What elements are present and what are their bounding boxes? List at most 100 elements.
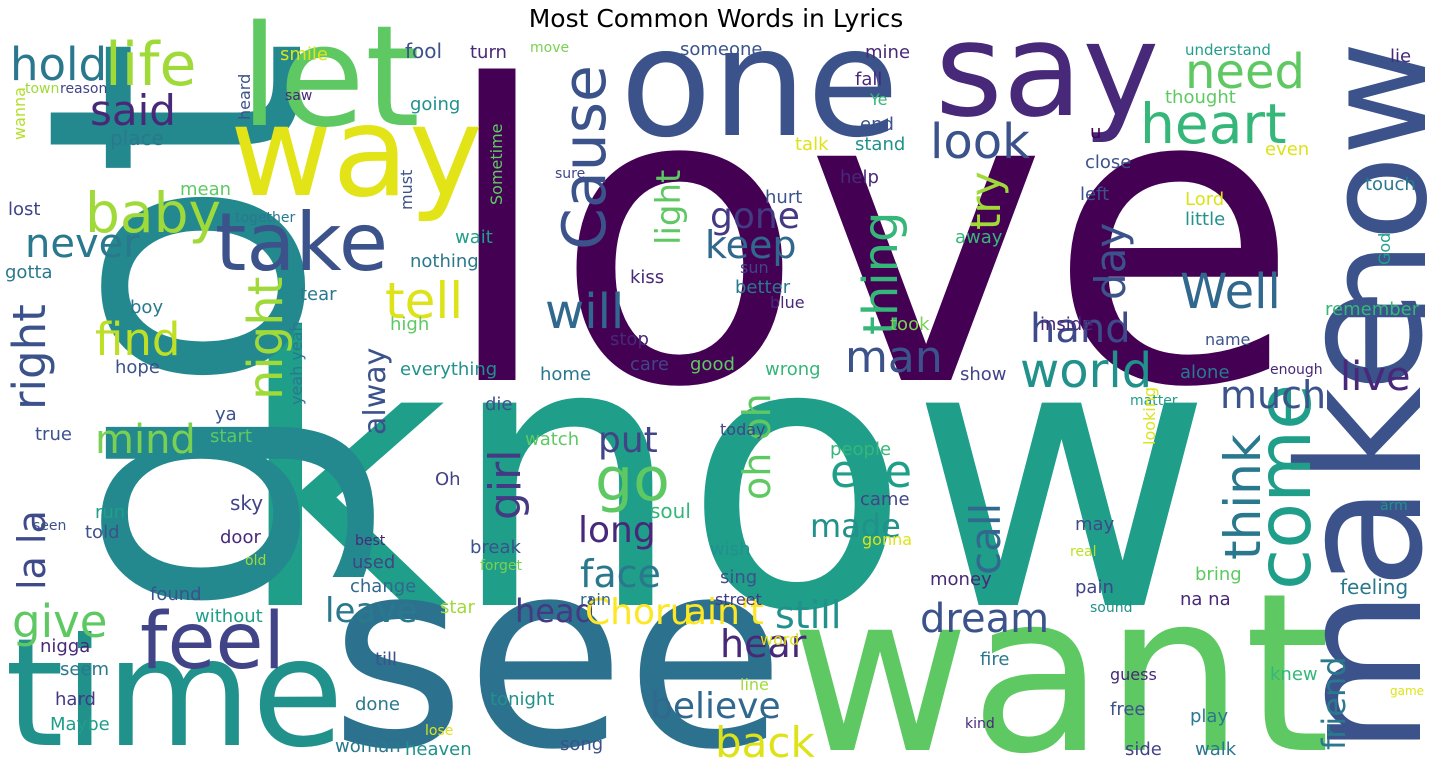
word: wrong [765, 359, 821, 380]
word: away [955, 227, 1003, 248]
word: move [530, 40, 569, 56]
word: alone [1180, 362, 1230, 383]
word: man [845, 332, 943, 383]
word: ya [215, 404, 237, 425]
word: sure [555, 166, 585, 182]
word: made [810, 507, 901, 545]
word: hear [720, 622, 807, 666]
word: Ye [869, 90, 888, 109]
word: run [95, 502, 125, 523]
word: Well [1180, 264, 1281, 320]
word: sing [720, 567, 757, 588]
word: Lord [1185, 189, 1224, 210]
word: pain [1075, 577, 1114, 598]
word: together [235, 210, 296, 226]
word: free [1110, 699, 1146, 720]
word: kind [965, 716, 995, 732]
word: long [578, 510, 656, 551]
word: left [1080, 184, 1109, 205]
word: heart [1140, 92, 1287, 156]
word: thought [1165, 87, 1236, 108]
word: one [620, 0, 899, 171]
word: town [25, 81, 59, 97]
word: care [630, 354, 669, 375]
word: die [485, 394, 513, 415]
word: help [840, 167, 879, 188]
word: walk [1195, 739, 1237, 760]
word: alway [358, 348, 393, 435]
word: come [1240, 384, 1328, 590]
word: see [330, 505, 785, 763]
word: inside [1040, 314, 1093, 335]
word: touch [1365, 174, 1416, 195]
word: oh oh [735, 393, 779, 500]
word: mind [95, 417, 196, 463]
word: door [220, 527, 261, 548]
word: go [595, 445, 670, 515]
word: money [930, 569, 992, 590]
word: right [3, 304, 56, 410]
word: gonna [862, 530, 912, 549]
word: make [1263, 288, 1431, 755]
word: heard [235, 74, 254, 120]
word: real [1070, 544, 1097, 560]
word: call [961, 503, 1010, 575]
word: never [25, 221, 140, 267]
word: heaven [405, 739, 472, 760]
word: try [961, 171, 1010, 230]
word: mean [180, 179, 231, 200]
word: found [150, 584, 202, 605]
word: change [350, 576, 416, 597]
word: may [1075, 514, 1115, 535]
word: think [1214, 434, 1272, 560]
word: people [830, 439, 891, 460]
word: name [1205, 330, 1250, 349]
word: remember [1325, 299, 1420, 320]
word: high [390, 314, 429, 335]
word: say [935, 0, 1159, 146]
word: sound [1090, 600, 1133, 616]
word: live [1340, 354, 1411, 400]
word: gone [710, 196, 800, 237]
word: believe [650, 686, 781, 727]
word: back [715, 718, 815, 763]
word: said [90, 86, 176, 135]
word: sky [230, 491, 263, 515]
word: eye [830, 445, 912, 498]
word: talk [795, 134, 829, 155]
word: God [1375, 233, 1394, 265]
word: smile [280, 44, 328, 65]
word: baby [85, 181, 221, 245]
word: let [240, 0, 420, 159]
word: close [1085, 152, 1131, 173]
word: word [760, 630, 799, 649]
word: mine [865, 42, 910, 63]
word: best [355, 533, 386, 549]
word: show [960, 364, 1007, 385]
word: head [515, 592, 595, 630]
word: without [195, 606, 263, 627]
word: dream [920, 596, 1049, 642]
word: leave [325, 591, 417, 631]
word: fall [855, 69, 882, 90]
word: told [85, 522, 120, 543]
word: time [5, 607, 344, 763]
word: came [860, 489, 910, 510]
word: bring [1195, 564, 1242, 585]
word: used [352, 552, 395, 573]
word: Choru [585, 592, 693, 633]
word: hurt [765, 187, 802, 208]
word: nothing [410, 251, 479, 272]
word: tell [385, 272, 463, 330]
word: going [410, 94, 460, 115]
word: ain't [685, 592, 764, 633]
word: take [215, 196, 388, 289]
word: true [35, 424, 72, 445]
word: song [560, 734, 603, 755]
word: guess [1110, 665, 1157, 684]
word: wait [455, 227, 493, 248]
word: good [690, 354, 735, 375]
word: seen [33, 518, 66, 534]
word: lose [425, 723, 453, 739]
word: world [1020, 343, 1152, 399]
